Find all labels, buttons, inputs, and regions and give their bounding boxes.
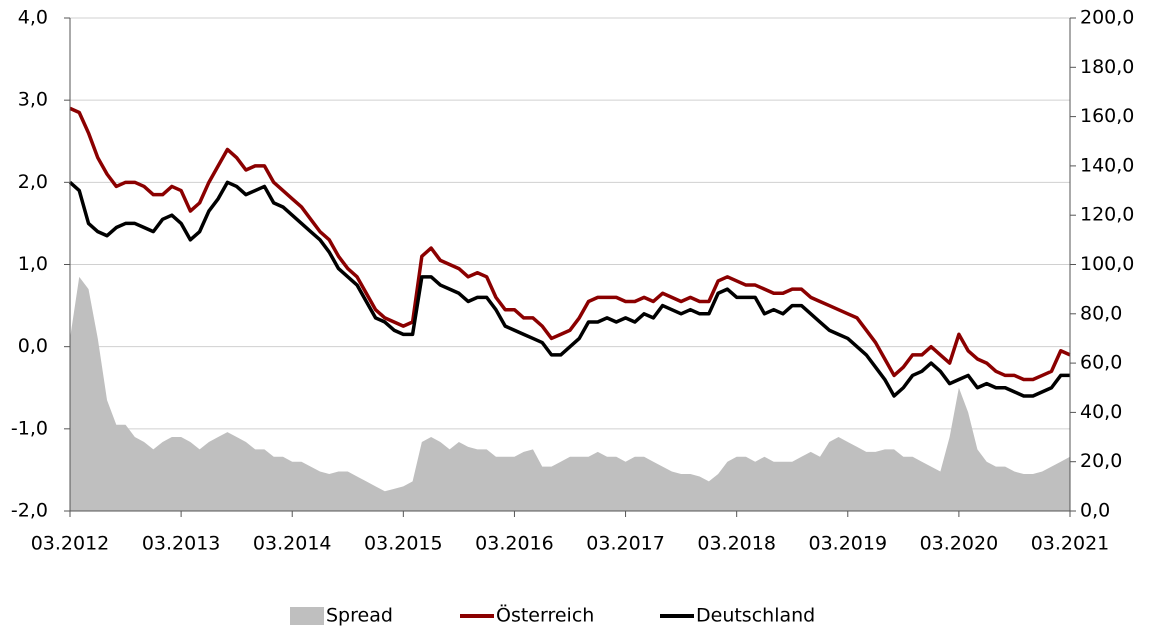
y-tick-label: 2,0 xyxy=(18,171,48,193)
y-tick-label: 4,0 xyxy=(18,7,48,29)
y2-tick-label: 120,0 xyxy=(1080,204,1134,226)
y2-tick-label: 160,0 xyxy=(1080,105,1134,127)
legend-label: Österreich xyxy=(496,604,594,627)
y2-tick-label: 20,0 xyxy=(1080,450,1122,472)
y-tick-label: 0,0 xyxy=(18,335,48,357)
y2-tick-label: 180,0 xyxy=(1080,56,1134,78)
x-tick-label: 03.2013 xyxy=(142,533,221,555)
y2-tick-label: 40,0 xyxy=(1080,401,1122,423)
y2-tick-label: 60,0 xyxy=(1080,352,1122,374)
legend-label: Spread xyxy=(326,605,393,627)
series-line xyxy=(68,180,1070,398)
x-tick-label: 03.2018 xyxy=(697,533,776,555)
series-line xyxy=(69,106,1071,382)
y-tick-label: -2,0 xyxy=(11,500,48,522)
y2-tick-label: 0,0 xyxy=(1080,500,1110,522)
x-tick-label: 03.2016 xyxy=(475,533,554,555)
spread-area xyxy=(70,276,1070,511)
y-tick-label: 3,0 xyxy=(18,89,48,111)
y2-tick-label: 100,0 xyxy=(1080,253,1134,275)
legend-swatch xyxy=(290,607,324,625)
x-tick-label: 03.2017 xyxy=(586,533,665,555)
legend-label: Deutschland xyxy=(696,605,815,627)
y-tick-label: 1,0 xyxy=(18,253,48,275)
x-tick-label: 03.2021 xyxy=(1031,533,1110,555)
y2-tick-label: 140,0 xyxy=(1080,154,1134,176)
x-tick-label: 03.2012 xyxy=(31,533,110,555)
y2-tick-label: 80,0 xyxy=(1080,302,1122,324)
x-tick-label: 03.2019 xyxy=(808,533,887,555)
x-tick-label: 03.2015 xyxy=(364,533,443,555)
x-tick-label: 03.2014 xyxy=(253,533,332,555)
x-tick-label: 03.2020 xyxy=(920,533,999,555)
y2-tick-label: 200,0 xyxy=(1080,7,1134,29)
y-tick-label: -1,0 xyxy=(11,417,48,439)
